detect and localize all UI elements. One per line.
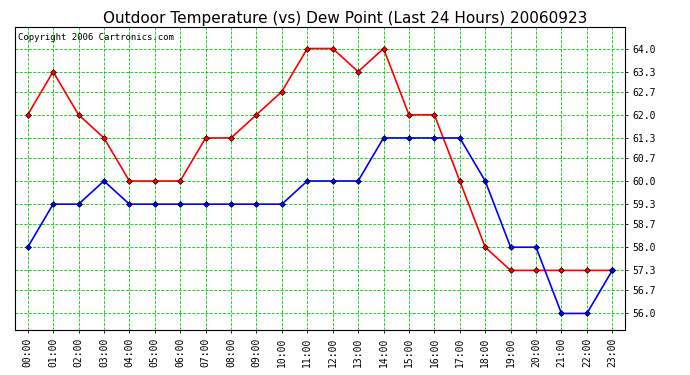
Text: Outdoor Temperature (vs) Dew Point (Last 24 Hours) 20060923: Outdoor Temperature (vs) Dew Point (Last… (103, 11, 587, 26)
Text: Copyright 2006 Cartronics.com: Copyright 2006 Cartronics.com (18, 33, 174, 42)
